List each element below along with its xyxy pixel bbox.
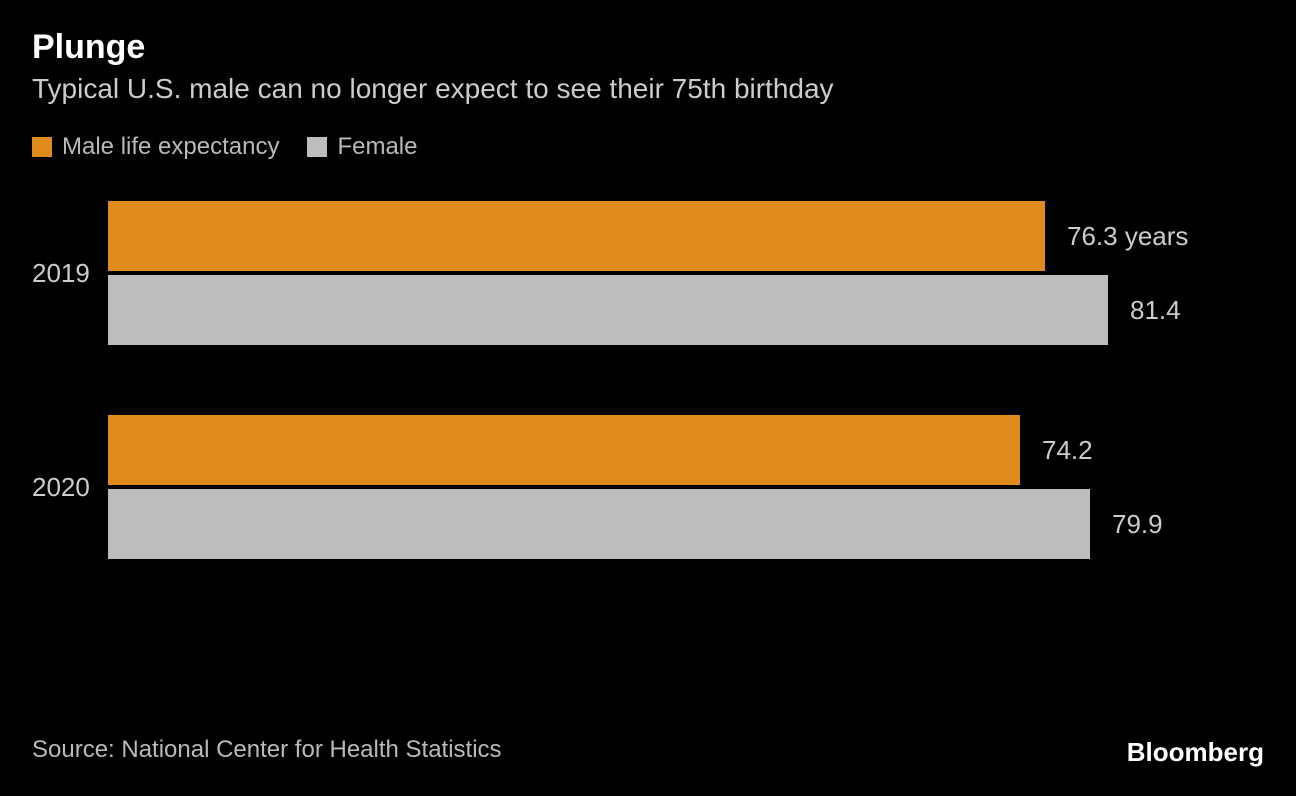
bar-group-2019: 2019 76.3 years 81.4 <box>32 201 1264 345</box>
source-attribution: Source: National Center for Health Stati… <box>32 736 502 764</box>
bar-row-male: 74.2 <box>108 415 1163 485</box>
bar-row-male: 76.3 years <box>108 201 1188 271</box>
bar-group-2020: 2020 74.2 79.9 <box>32 415 1264 559</box>
legend-swatch <box>32 137 52 157</box>
bar-row-female: 81.4 <box>108 275 1188 345</box>
brand-logo: Bloomberg <box>1127 737 1264 768</box>
value-label: 76.3 years <box>1067 221 1188 252</box>
y-axis-label: 2019 <box>32 258 108 289</box>
bar-female-2020 <box>108 489 1090 559</box>
chart-plot-area: 2019 76.3 years 81.4 2020 74.2 79.9 <box>32 201 1264 559</box>
bar-male-2019 <box>108 201 1045 271</box>
bar-male-2020 <box>108 415 1020 485</box>
legend-swatch <box>307 137 327 157</box>
legend-label: Female <box>337 133 417 161</box>
bar-female-2019 <box>108 275 1108 345</box>
legend: Male life expectancy Female <box>32 133 1264 161</box>
chart-subtitle: Typical U.S. male can no longer expect t… <box>32 73 1264 105</box>
value-label: 81.4 <box>1130 295 1181 326</box>
chart-title: Plunge <box>32 28 1264 67</box>
legend-item-male: Male life expectancy <box>32 133 279 161</box>
bar-pair: 74.2 79.9 <box>108 415 1163 559</box>
value-label: 79.9 <box>1112 509 1163 540</box>
legend-item-female: Female <box>307 133 417 161</box>
value-label: 74.2 <box>1042 435 1093 466</box>
y-axis-label: 2020 <box>32 472 108 503</box>
bar-pair: 76.3 years 81.4 <box>108 201 1188 345</box>
legend-label: Male life expectancy <box>62 133 279 161</box>
bar-row-female: 79.9 <box>108 489 1163 559</box>
